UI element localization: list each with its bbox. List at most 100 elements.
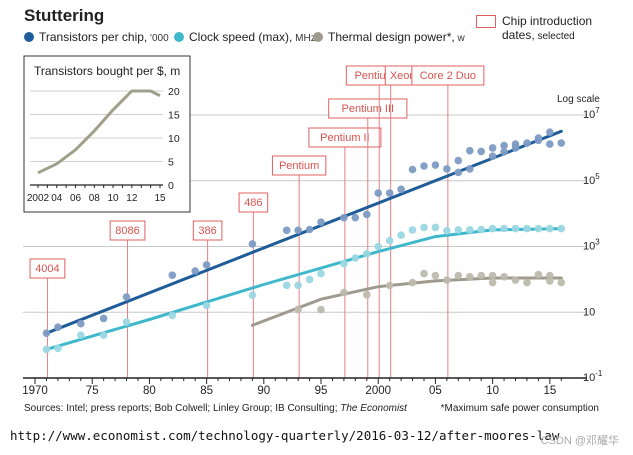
data-point-0	[168, 271, 177, 280]
data-point-0	[282, 226, 291, 235]
data-point-1	[408, 226, 417, 234]
chart-title: Stuttering	[24, 6, 105, 25]
legend-chip-dates: Chip introduction dates, selected	[476, 14, 592, 44]
inset-x-label: 06	[70, 193, 82, 204]
footnote: *Maximum safe power consumption	[440, 403, 599, 414]
chip-marker-box	[192, 220, 223, 241]
y-scale-label: Log scale	[557, 94, 600, 105]
data-point-1	[168, 311, 177, 320]
data-point-0	[534, 134, 543, 142]
data-point-1	[363, 250, 371, 258]
inset-frame	[23, 55, 191, 213]
x-tick-label: 95	[315, 385, 328, 397]
data-point-1	[248, 291, 257, 300]
chip-marker-box	[271, 155, 327, 176]
legend-clock: Clock speed (max), MHz	[174, 30, 316, 44]
chip-marker-label: 8086	[115, 225, 139, 237]
legend-dot-transistors	[24, 32, 34, 42]
x-tick-label: 05	[429, 385, 442, 397]
sources-note: Sources: Intel; press reports; Bob Colwe…	[24, 403, 407, 414]
data-point-0	[317, 218, 325, 226]
chip-marker-box	[308, 127, 382, 148]
data-point-2	[488, 271, 497, 280]
legend-label-clock: Clock speed (max),	[189, 30, 293, 44]
chip-marker-box	[29, 258, 66, 279]
data-point-1	[523, 224, 531, 233]
data-point-0	[443, 165, 451, 173]
data-point-0	[466, 165, 474, 173]
data-point-0	[488, 144, 497, 152]
data-point-2	[294, 305, 302, 314]
data-point-0	[305, 225, 314, 234]
chip-marker-label: Core 2 Duo	[420, 70, 476, 82]
chip-marker-box	[109, 220, 146, 241]
data-point-0	[500, 141, 508, 150]
y-tick-label: 10-1	[583, 369, 603, 384]
data-point-1	[454, 226, 463, 234]
x-tick-label: 10	[486, 385, 499, 397]
data-point-0	[363, 210, 371, 219]
inset-y-label: 0	[168, 180, 174, 192]
data-point-1	[431, 223, 440, 232]
data-point-0	[511, 144, 520, 152]
y-tick-label: 103	[583, 238, 600, 253]
data-point-2	[420, 269, 428, 278]
x-tick-label: 1970	[22, 385, 48, 397]
data-point-2	[443, 276, 451, 284]
x-tick-label: 75	[86, 385, 99, 397]
chip-marker-label: Xeon	[390, 70, 416, 82]
inset-x-label: 08	[89, 193, 101, 204]
inset-series-line	[37, 89, 161, 175]
data-point-1	[282, 281, 291, 290]
legend-unit-power: w	[454, 33, 465, 44]
data-point-1	[202, 301, 211, 310]
inset-x-label: 10	[108, 193, 120, 204]
data-point-0	[340, 213, 348, 222]
inset-x-label: 2002	[27, 193, 50, 204]
data-point-1	[511, 224, 520, 233]
data-point-1	[477, 225, 486, 234]
data-point-0	[397, 185, 405, 194]
data-point-0	[385, 189, 394, 197]
y-tick-label: 107	[583, 106, 600, 121]
y-tick-label: 10	[583, 306, 595, 318]
data-point-0	[202, 261, 211, 269]
data-point-2	[546, 277, 554, 285]
inset-title: Transistors bought per $, m	[34, 64, 180, 78]
x-tick-label: 15	[543, 385, 556, 397]
sources-text: Sources: Intel; press reports; Bob Colwe…	[24, 403, 341, 414]
data-point-2	[466, 273, 474, 281]
data-point-0	[191, 267, 199, 275]
chip-marker-label: Pentium II	[320, 132, 370, 144]
inset-x-label: 04	[51, 193, 63, 204]
data-point-2	[523, 278, 531, 287]
legend-dot-clock	[174, 32, 184, 42]
data-point-2	[557, 278, 566, 287]
legend-label-power: Thermal design power*,	[328, 30, 455, 44]
x-tick-label: 90	[257, 385, 270, 397]
inset-y-label: 20	[168, 86, 180, 98]
data-point-0	[466, 146, 474, 155]
legend-dot-power	[313, 32, 323, 42]
data-point-2	[511, 276, 520, 284]
data-point-1	[374, 242, 383, 251]
data-point-0	[431, 161, 440, 169]
data-point-0	[420, 162, 428, 170]
inset-y-label: 15	[168, 110, 180, 122]
data-point-1	[54, 344, 62, 353]
source-url[interactable]: http://www.economist.com/technology-quar…	[10, 428, 560, 443]
legend-unit-transistors: '000	[147, 33, 169, 44]
data-point-1	[99, 331, 108, 340]
chip-marker-box	[411, 65, 485, 86]
data-point-1	[500, 224, 508, 233]
data-point-2	[454, 271, 463, 280]
data-point-1	[557, 224, 566, 233]
y-tick-label: 105	[583, 172, 600, 187]
data-point-1	[42, 345, 51, 354]
data-point-2	[408, 278, 417, 287]
chip-marker-box	[328, 98, 408, 119]
x-tick-label: 85	[200, 385, 213, 397]
main-chart: 4004 8086 386 486 Pentium Pentium II Pentium I…	[22, 55, 603, 397]
inset-y-label: 10	[168, 133, 180, 145]
